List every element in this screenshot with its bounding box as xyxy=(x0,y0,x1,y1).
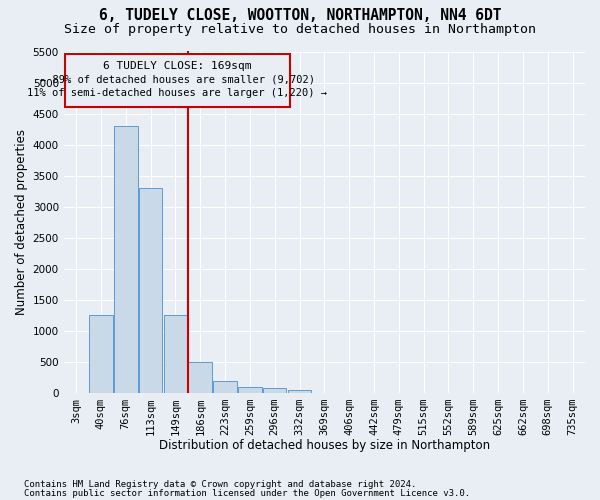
Bar xyxy=(89,316,113,393)
Bar xyxy=(238,387,262,393)
Bar xyxy=(139,188,163,393)
Text: Size of property relative to detached houses in Northampton: Size of property relative to detached ho… xyxy=(64,22,536,36)
Text: Contains public sector information licensed under the Open Government Licence v3: Contains public sector information licen… xyxy=(24,488,470,498)
Bar xyxy=(164,316,187,393)
Text: Contains HM Land Registry data © Crown copyright and database right 2024.: Contains HM Land Registry data © Crown c… xyxy=(24,480,416,489)
Text: 6, TUDELY CLOSE, WOOTTON, NORTHAMPTON, NN4 6DT: 6, TUDELY CLOSE, WOOTTON, NORTHAMPTON, N… xyxy=(99,8,501,22)
X-axis label: Distribution of detached houses by size in Northampton: Distribution of detached houses by size … xyxy=(159,440,490,452)
Y-axis label: Number of detached properties: Number of detached properties xyxy=(16,129,28,315)
Bar xyxy=(114,126,137,393)
FancyBboxPatch shape xyxy=(65,54,290,108)
Bar xyxy=(288,390,311,393)
Text: 6 TUDELY CLOSE: 169sqm: 6 TUDELY CLOSE: 169sqm xyxy=(103,62,251,72)
Bar xyxy=(188,362,212,393)
Bar xyxy=(263,388,286,393)
Text: ← 89% of detached houses are smaller (9,702): ← 89% of detached houses are smaller (9,… xyxy=(40,74,315,85)
Text: 11% of semi-detached houses are larger (1,220) →: 11% of semi-detached houses are larger (… xyxy=(27,88,327,98)
Bar xyxy=(213,380,237,393)
